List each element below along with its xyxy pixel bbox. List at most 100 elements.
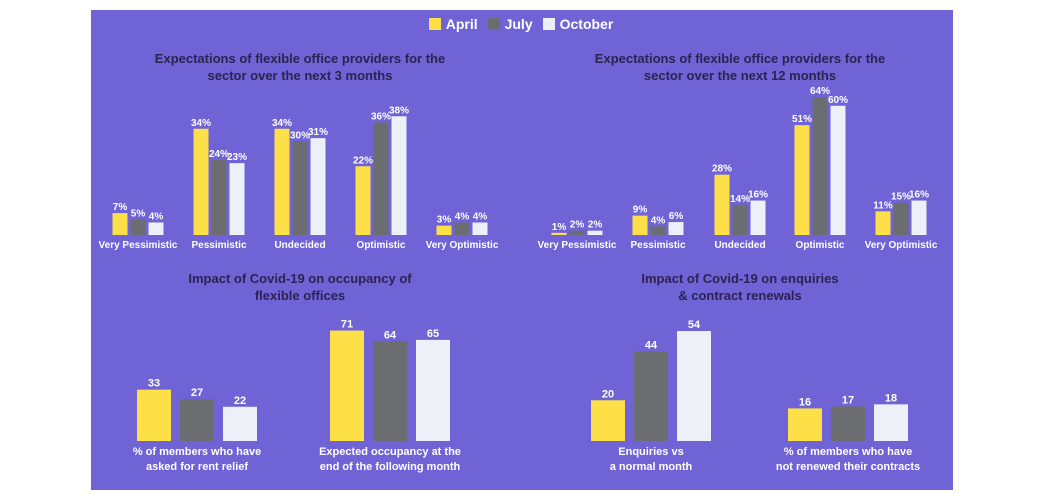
data-label: 60% — [828, 95, 848, 106]
category-label: Very Optimistic — [865, 240, 938, 251]
bar — [292, 141, 308, 235]
category-label: end of the following month — [320, 461, 461, 473]
bar — [750, 200, 766, 235]
data-label: 30% — [290, 130, 310, 141]
data-label: 34% — [191, 118, 211, 129]
bar — [634, 351, 668, 441]
data-label: 9% — [633, 205, 648, 216]
bar — [650, 226, 666, 235]
bar — [355, 166, 371, 235]
data-label: 22% — [353, 155, 373, 166]
data-label: 71 — [341, 319, 353, 331]
data-label: 16 — [799, 396, 811, 408]
data-label: 4% — [455, 212, 470, 223]
legend-swatch-july — [487, 18, 500, 30]
bar — [591, 400, 625, 441]
bar — [391, 116, 407, 235]
data-label: 64% — [810, 86, 830, 97]
bar — [180, 399, 214, 441]
data-label: 11% — [873, 200, 893, 211]
bar — [812, 97, 828, 236]
data-label: 1% — [552, 222, 567, 233]
data-label: 2% — [570, 220, 585, 231]
data-label: 17 — [842, 394, 854, 406]
title-line: Impact of Covid-19 on enquiries — [641, 271, 839, 286]
data-label: 65 — [427, 328, 439, 340]
data-label: 22 — [234, 395, 246, 407]
data-label: 64 — [384, 329, 397, 341]
bar — [373, 122, 389, 235]
bar — [893, 202, 909, 235]
data-label: 5% — [131, 208, 146, 219]
data-label: 3% — [437, 215, 452, 226]
bar — [454, 222, 470, 235]
category-label: Undecided — [714, 240, 765, 251]
bar — [137, 389, 171, 441]
bar — [587, 230, 603, 235]
data-label: 51% — [792, 114, 812, 125]
bar — [193, 128, 209, 235]
bar — [874, 404, 908, 441]
data-label: 6% — [669, 211, 684, 222]
title-line: sector over the next 12 months — [643, 68, 837, 83]
category-label: % of members who have — [133, 446, 261, 458]
bar — [310, 138, 326, 235]
data-label: 4% — [473, 212, 488, 223]
data-label: 54 — [688, 319, 701, 331]
bar — [714, 174, 730, 235]
data-label: 33 — [148, 378, 160, 390]
bar — [472, 222, 488, 235]
title-line: flexible offices — [254, 288, 346, 303]
bar — [569, 230, 585, 235]
chart-title-occupancy: Impact of Covid-19 on occupancy of flexi… — [100, 270, 500, 304]
title-line: Impact of Covid-19 on occupancy of — [188, 271, 412, 286]
bar — [875, 211, 891, 235]
title-line: Expectations of flexible office provider… — [154, 51, 446, 66]
data-label: 36% — [371, 112, 391, 123]
chart-title-enquiries: Impact of Covid-19 on enquiries & contra… — [540, 270, 940, 304]
legend-item-july: July — [487, 16, 533, 32]
category-label: Optimistic — [357, 240, 406, 251]
legend-item-april: April — [428, 16, 478, 32]
bar — [274, 128, 290, 235]
category-label: Very Pessimistic — [99, 240, 178, 251]
data-label: 23% — [227, 152, 247, 163]
bar — [830, 105, 846, 236]
bar — [831, 406, 865, 441]
bar — [148, 222, 164, 235]
bar — [130, 219, 146, 235]
data-label: 24% — [209, 149, 229, 160]
legend-swatch-april — [428, 18, 441, 30]
chart-title-12-months: Expectations of flexible office provider… — [540, 50, 940, 84]
bar — [229, 163, 245, 235]
bar — [911, 200, 927, 235]
category-label: Enquiries vs — [618, 446, 683, 458]
data-label: 38% — [389, 105, 409, 116]
category-label: asked for rent relief — [146, 461, 248, 473]
bar — [632, 215, 648, 235]
bar — [668, 222, 684, 235]
legend-label-april: April — [445, 16, 478, 32]
bar — [416, 339, 450, 441]
bar — [677, 331, 711, 441]
data-label: 28% — [712, 164, 732, 175]
bar — [551, 232, 567, 235]
bar — [794, 125, 810, 235]
data-label: 7% — [113, 202, 128, 213]
bar — [436, 225, 452, 235]
title-line: & contract renewals — [678, 288, 802, 303]
data-label: 44 — [645, 339, 658, 351]
data-label: 16% — [748, 190, 768, 201]
title-line: sector over the next 3 months — [207, 68, 393, 83]
category-label: Expected occupancy at the — [319, 446, 461, 458]
data-label: 16% — [909, 190, 929, 201]
bar — [788, 408, 822, 441]
data-label: 2% — [588, 220, 603, 231]
bar — [211, 160, 227, 235]
category-label: not renewed their contracts — [776, 461, 920, 473]
category-label: Undecided — [274, 240, 325, 251]
data-label: 20 — [602, 388, 614, 400]
category-label: % of members who have — [784, 446, 912, 458]
legend-label-july: July — [504, 16, 533, 32]
